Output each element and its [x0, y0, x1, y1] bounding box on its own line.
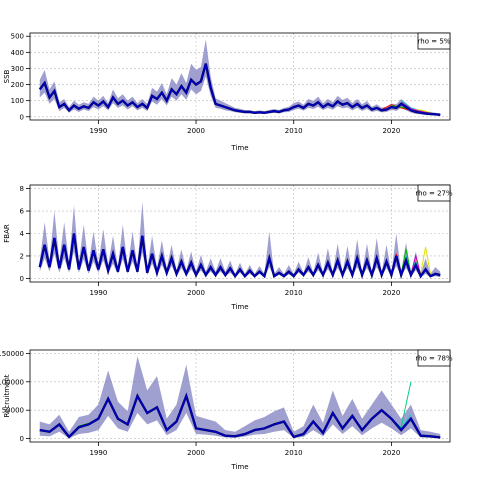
y-tick-label: 200: [11, 81, 24, 89]
y-tick-label: 300: [11, 65, 24, 73]
legend-box: [417, 349, 451, 367]
y-tick-label: 100: [11, 97, 24, 105]
forecast-line-magenta: [400, 101, 431, 114]
y-tick-label: 50000: [2, 407, 24, 415]
y-tick-label: 400: [11, 49, 24, 57]
plot-frame: [29, 349, 451, 443]
x-axis-title: Time: [230, 303, 248, 311]
confidence-band: [39, 356, 441, 439]
x-tick-label: 1990: [89, 127, 107, 135]
y-tick-label: 150000: [0, 350, 24, 358]
y-tick-label: 2: [20, 252, 24, 260]
estimate-line: [39, 233, 441, 278]
y-tick-label: 100000: [0, 378, 24, 386]
estimate-line: [39, 394, 441, 439]
plot-frame: [29, 32, 451, 121]
x-tick-label: 2020: [382, 127, 400, 135]
legend-box: [417, 184, 451, 202]
x-tick-label: 1990: [89, 449, 107, 457]
y-tick-label: 4: [20, 230, 25, 238]
x-tick-label: 2000: [187, 289, 205, 297]
legend-text: rho = 27%: [415, 190, 453, 198]
y-axis-title: SSB: [3, 69, 11, 83]
x-tick-label: 2000: [187, 127, 205, 135]
x-tick-label: 2010: [285, 127, 303, 135]
estimate-line: [39, 63, 441, 116]
x-axis-title: Time: [230, 144, 248, 152]
legend-text: rho = 5%: [418, 38, 451, 46]
x-tick-label: 2000: [187, 449, 205, 457]
legend-box: [417, 32, 451, 50]
y-axis-title: Recruitment: [3, 374, 11, 417]
legend-text: rho = 78%: [415, 355, 453, 363]
y-axis-title: FBAR: [3, 224, 11, 243]
y-tick-label: 0: [20, 275, 24, 283]
recruitment-panel: 1990 2000 2010 2020 0 50000 100000 150000 Time Re…: [0, 349, 453, 471]
x-tick-label: 1990: [89, 289, 107, 297]
x-tick-label: 2010: [285, 289, 303, 297]
x-tick-label: 2020: [382, 449, 400, 457]
fbar-panel: 1990 2000 2010 2020 0 2 4 6 8 Time FBAR rho = 27%: [3, 184, 453, 311]
y-tick-label: 0: [20, 435, 24, 443]
forecast-line-magenta: [410, 253, 422, 276]
y-tick-label: 0: [20, 113, 24, 121]
y-tick-label: 8: [20, 185, 24, 193]
y-tick-label: 500: [11, 33, 24, 41]
ssb-panel: 1990 2000 2010 2020 0 100 200 300 400 500 Time SSB r…: [3, 32, 451, 152]
x-axis-title: Time: [230, 463, 248, 471]
x-tick-label: 2010: [285, 449, 303, 457]
x-tick-label: 2020: [382, 289, 400, 297]
y-tick-label: 6: [20, 208, 25, 216]
